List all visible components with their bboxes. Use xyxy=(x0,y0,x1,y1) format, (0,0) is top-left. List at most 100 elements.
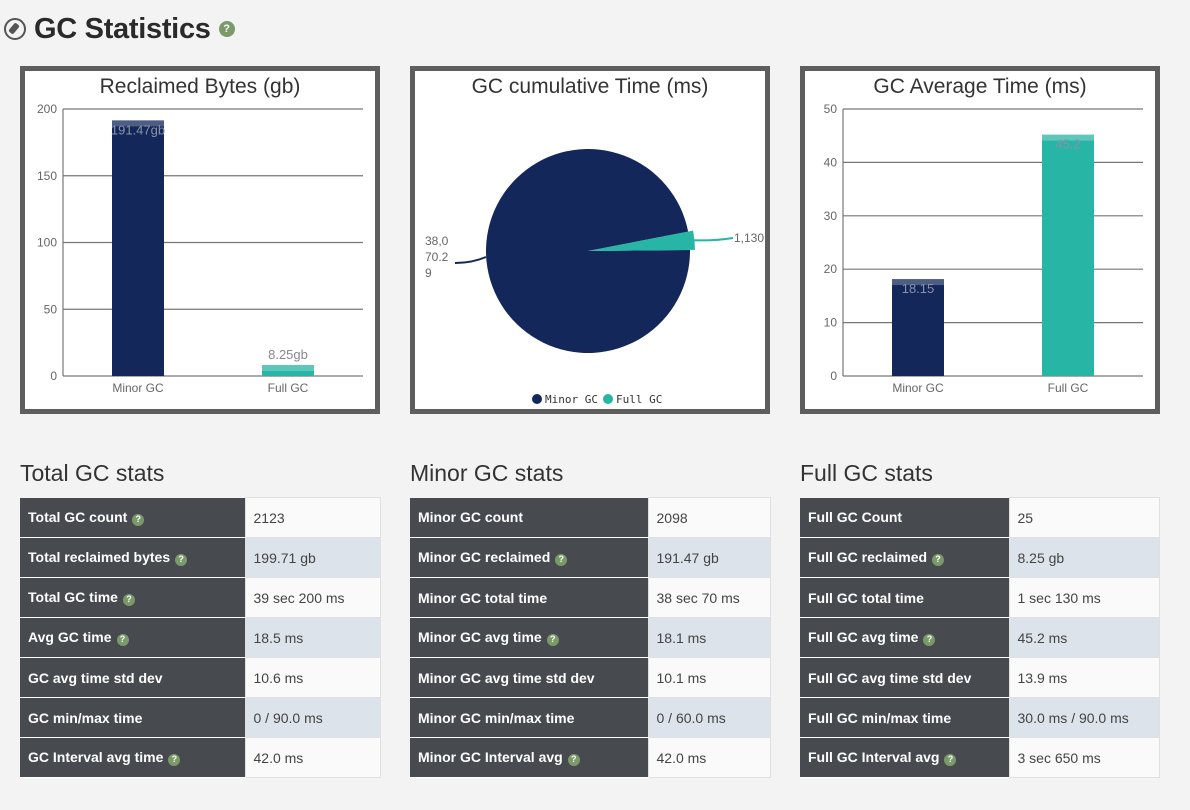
row-label: GC Interval avg time? xyxy=(20,737,245,778)
row-value: 0 / 60.0 ms xyxy=(647,697,771,738)
pie-slice-full-gc xyxy=(588,230,695,251)
page-title: GC Statistics xyxy=(34,12,211,45)
x-tick-label: Full GC xyxy=(1048,381,1089,395)
help-icon[interactable]: ? xyxy=(116,633,129,646)
help-icon[interactable]: ? xyxy=(218,21,235,37)
row-value: 30.0 ms / 90.0 ms xyxy=(1008,697,1160,738)
table-row: Full GC min/max time 30.0 ms / 90.0 ms xyxy=(800,697,1160,738)
row-value: 10.6 ms xyxy=(244,657,381,698)
table-row: GC min/max time 0 / 90.0 ms xyxy=(20,697,381,738)
data-label: 70.2 xyxy=(425,250,449,264)
y-tick-label: 50 xyxy=(44,302,58,316)
row-label: Full GC avg time? xyxy=(800,617,1009,658)
row-label-text: Total reclaimed bytes xyxy=(28,549,171,566)
table-row: Total reclaimed bytes? 199.71 gb xyxy=(20,537,381,578)
row-label: GC avg time std dev xyxy=(20,657,245,698)
minor-gc-stats-title: Minor GC stats xyxy=(410,460,564,486)
table-row: Avg GC time? 18.5 ms xyxy=(20,617,381,658)
average-time-chart: GC Average Time (ms) 0 10 20 30 40 50 Minor GC… xyxy=(800,66,1160,414)
table-row: Minor GC Interval avg? 42.0 ms xyxy=(410,737,771,778)
data-label: 8.25gb xyxy=(268,347,308,362)
row-label-text: Full GC Count xyxy=(808,509,903,526)
x-tick-label: Minor GC xyxy=(112,381,164,395)
table-row: GC Interval avg time? 42.0 ms xyxy=(20,737,381,778)
help-icon[interactable]: ? xyxy=(932,553,945,566)
row-label: Total GC time? xyxy=(20,577,245,618)
y-tick-label: 100 xyxy=(37,236,57,250)
help-icon[interactable]: ? xyxy=(168,753,181,766)
row-label-text: Full GC avg time std dev xyxy=(808,669,972,686)
y-tick-label: 10 xyxy=(824,316,838,330)
row-label-text: Full GC total time xyxy=(808,589,924,606)
table-row: Full GC Count 25 xyxy=(800,497,1160,538)
bar-minor-gc xyxy=(112,120,164,377)
table-row: Minor GC total time 38 sec 70 ms xyxy=(410,577,771,618)
row-value: 0 / 90.0 ms xyxy=(244,697,381,738)
y-tick-label: 30 xyxy=(824,209,838,223)
data-label: 45.2 xyxy=(1055,137,1080,152)
data-label: 18.15 xyxy=(902,281,935,296)
total-gc-stats-table: Total GC count? 2123 Total reclaimed bytes… xyxy=(20,497,381,778)
row-label: Minor GC reclaimed? xyxy=(410,537,648,578)
row-value: 18.1 ms xyxy=(647,617,771,658)
row-label: Avg GC time? xyxy=(20,617,245,658)
y-tick-label: 0 xyxy=(50,369,57,383)
reclaimed-bytes-plot: 0 50 100 150 200 Minor GC 191.47gb Full GC 8.25g… xyxy=(37,102,363,395)
table-row: Total GC time? 39 sec 200 ms xyxy=(20,577,381,618)
help-icon[interactable]: ? xyxy=(944,753,957,766)
pie-slice-minor-gc xyxy=(486,148,690,353)
legend-label: Full GC xyxy=(616,393,662,406)
row-value: 199.71 gb xyxy=(244,537,381,578)
compass-icon xyxy=(4,18,26,40)
full-gc-stats-title: Full GC stats xyxy=(800,460,933,486)
row-label: Minor GC avg time std dev xyxy=(410,657,648,698)
header: GC Statistics ? xyxy=(4,10,235,48)
row-label-text: Minor GC avg time xyxy=(418,629,542,646)
help-icon[interactable]: ? xyxy=(132,513,145,526)
table-row: Minor GC avg time? 18.1 ms xyxy=(410,617,771,658)
leader-line-minor xyxy=(454,256,487,264)
row-label: Minor GC avg time? xyxy=(410,617,648,658)
row-value: 8.25 gb xyxy=(1008,537,1160,578)
row-label: Minor GC count xyxy=(410,497,648,538)
x-tick-label: Full GC xyxy=(268,381,309,395)
legend-marker-minor-gc xyxy=(532,394,542,404)
y-tick-label: 200 xyxy=(37,102,57,116)
legend-label: Minor GC xyxy=(545,393,598,406)
row-value: 191.47 gb xyxy=(647,537,771,578)
row-value: 2123 xyxy=(244,497,381,538)
leader-line-full xyxy=(694,237,734,242)
help-icon[interactable]: ? xyxy=(923,633,936,646)
row-label: Full GC reclaimed? xyxy=(800,537,1009,578)
legend-marker-full-gc xyxy=(603,394,613,404)
row-label-text: Full GC min/max time xyxy=(808,709,952,726)
x-tick-label: Minor GC xyxy=(892,381,944,395)
y-tick-label: 50 xyxy=(824,102,838,116)
row-label: Full GC avg time std dev xyxy=(800,657,1009,698)
bar-highlight xyxy=(262,364,314,371)
help-icon[interactable]: ? xyxy=(122,593,135,606)
full-gc-stats-table: Full GC Count 25 Full GC reclaimed? 8.25 gb… xyxy=(800,497,1160,778)
row-label-text: Total GC time xyxy=(28,589,118,606)
help-icon[interactable]: ? xyxy=(175,553,188,566)
chart-title: Reclaimed Bytes (gb) xyxy=(99,75,301,98)
table-row: Full GC avg time std dev 13.9 ms xyxy=(800,657,1160,698)
bar-highlight xyxy=(112,120,164,127)
help-icon[interactable]: ? xyxy=(567,753,580,766)
help-icon[interactable]: ? xyxy=(555,553,568,566)
table-row: Full GC total time 1 sec 130 ms xyxy=(800,577,1160,618)
average-time-plot: 0 10 20 30 40 50 Minor GC 18.15 Full GC 45.2 xyxy=(824,102,1143,395)
row-label-text: Avg GC time xyxy=(28,629,112,646)
y-tick-label: 0 xyxy=(830,369,837,383)
table-row: Full GC Interval avg? 3 sec 650 ms xyxy=(800,737,1160,778)
row-value: 42.0 ms xyxy=(244,737,381,778)
row-value: 42.0 ms xyxy=(647,737,771,778)
data-label: 191.47gb xyxy=(111,122,165,137)
row-label: Total GC count? xyxy=(20,497,245,538)
y-tick-label: 40 xyxy=(824,155,838,169)
table-row: Minor GC reclaimed? 191.47 gb xyxy=(410,537,771,578)
bar-highlight xyxy=(1042,134,1094,141)
row-label-text: Minor GC avg time std dev xyxy=(418,669,595,686)
y-tick-label: 20 xyxy=(824,262,838,276)
help-icon[interactable]: ? xyxy=(546,633,559,646)
